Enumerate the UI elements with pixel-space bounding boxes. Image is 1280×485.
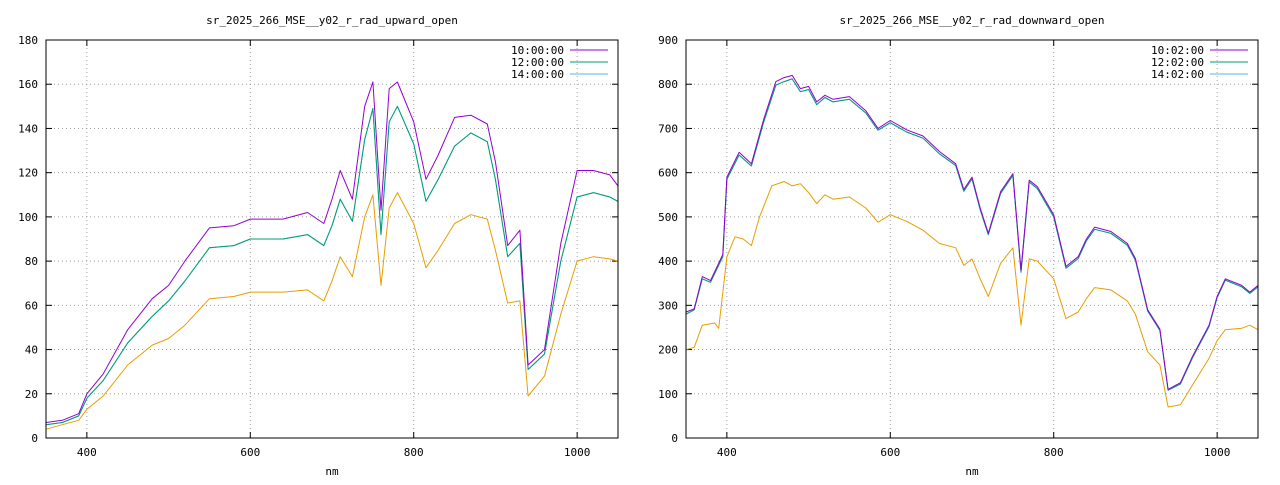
- x-tick-label: 1000: [564, 446, 591, 459]
- y-tick-label: 40: [25, 344, 38, 357]
- series-line: [685, 74, 1259, 390]
- y-tick-label: 160: [18, 78, 38, 91]
- y-tick-label: 20: [25, 388, 38, 401]
- y-tick-label: 200: [658, 344, 678, 357]
- series-line: [45, 105, 619, 426]
- series-line: [45, 105, 619, 426]
- legend-label: 10:00:00: [511, 44, 564, 57]
- y-tick-label: 500: [658, 211, 678, 224]
- y-tick-label: 0: [671, 432, 678, 445]
- x-axis-label: nm: [965, 465, 979, 478]
- y-tick-label: 800: [658, 78, 678, 91]
- x-tick-label: 800: [1044, 446, 1064, 459]
- y-tick-label: 100: [18, 211, 38, 224]
- x-tick-label: 600: [880, 446, 900, 459]
- series-line: [685, 78, 1259, 391]
- plot-frame: [685, 39, 1259, 439]
- series-group: [45, 81, 619, 430]
- chart-title: sr_2025_266_MSE__y02_r_rad_upward_open: [206, 14, 458, 27]
- series-line: [45, 81, 619, 423]
- legend-label: 14:00:00: [511, 68, 564, 81]
- x-axis-label: nm: [325, 465, 339, 478]
- series-line: [45, 192, 619, 430]
- chart-panel-2: sr_2025_266_MSE__y02_r_rad_downward_open…: [658, 14, 1259, 478]
- x-tick-label: 400: [717, 446, 737, 459]
- y-tick-label: 300: [658, 299, 678, 312]
- series-group: [685, 74, 1259, 408]
- x-tick-label: 1000: [1204, 446, 1231, 459]
- chart-panel-1: sr_2025_266_MSE__y02_r_rad_upward_open 0 2…: [18, 14, 619, 478]
- y-tick-label: 120: [18, 167, 38, 180]
- x-tick-label: 600: [240, 446, 260, 459]
- y-tick-label: 600: [658, 167, 678, 180]
- y-tick-label: 100: [658, 388, 678, 401]
- y-tick-label: 700: [658, 122, 678, 135]
- legend-label: 14:02:00: [1151, 68, 1204, 81]
- y-tick-label: 140: [18, 122, 38, 135]
- legend-label: 12:00:00: [511, 56, 564, 69]
- x-tick-label: 800: [404, 446, 424, 459]
- x-tick-label: 400: [77, 446, 97, 459]
- plot-frame: [45, 39, 619, 439]
- legend-label: 10:02:00: [1151, 44, 1204, 57]
- y-tick-label: 60: [25, 299, 38, 312]
- chart-title: sr_2025_266_MSE__y02_r_rad_downward_open: [840, 14, 1105, 27]
- legend-label: 12:02:00: [1151, 56, 1204, 69]
- y-tick-label: 400: [658, 255, 678, 268]
- series-line: [685, 78, 1259, 391]
- y-tick-label: 180: [18, 34, 38, 47]
- y-tick-label: 0: [31, 432, 38, 445]
- y-tick-label: 80: [25, 255, 38, 268]
- series-line: [685, 181, 1259, 408]
- y-tick-label: 900: [658, 34, 678, 47]
